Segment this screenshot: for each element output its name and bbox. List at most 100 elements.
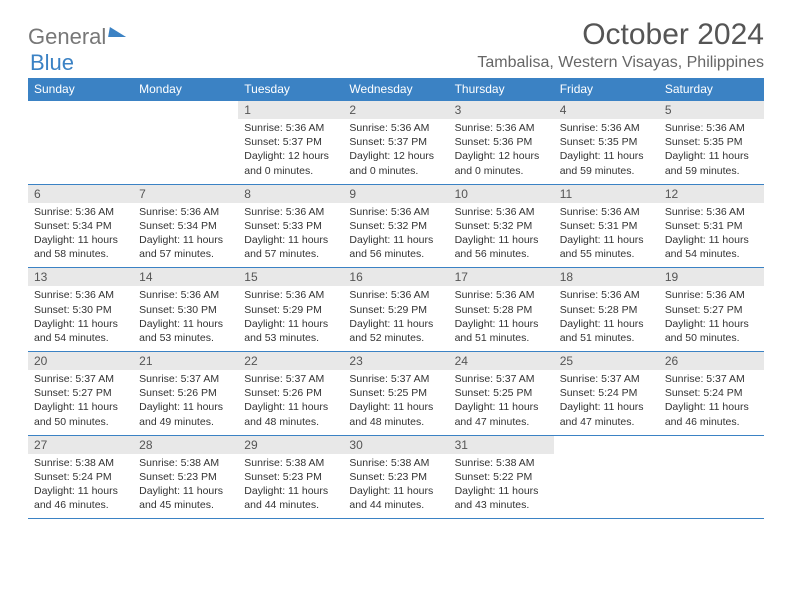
day-number: 11 [554,185,659,203]
page-header: General October 2024 Tambalisa, Western … [28,18,764,72]
calendar-day-cell: 19Sunrise: 5:36 AMSunset: 5:27 PMDayligh… [659,268,764,351]
sunrise-text: Sunrise: 5:36 AM [560,205,653,219]
sunrise-text: Sunrise: 5:36 AM [349,121,442,135]
sunset-text: Sunset: 5:23 PM [349,470,442,484]
daylight-text: Daylight: 11 hours and 59 minutes. [560,149,653,177]
daylight-text: Daylight: 11 hours and 53 minutes. [244,317,337,345]
calendar-day-cell: 14Sunrise: 5:36 AMSunset: 5:30 PMDayligh… [133,268,238,351]
sunset-text: Sunset: 5:29 PM [244,303,337,317]
sunset-text: Sunset: 5:36 PM [455,135,548,149]
day-number: 25 [554,352,659,370]
day-number: 6 [28,185,133,203]
sunrise-text: Sunrise: 5:38 AM [34,456,127,470]
calendar-day-cell: 24Sunrise: 5:37 AMSunset: 5:25 PMDayligh… [449,352,554,435]
brand-triangle-icon [108,27,128,37]
daylight-text: Daylight: 11 hours and 54 minutes. [665,233,758,261]
day-details: Sunrise: 5:36 AMSunset: 5:32 PMDaylight:… [343,205,448,262]
calendar-day-cell: 25 Sunrise: 5:37 AMSunset: 5:24 PMDayligh… [554,352,659,435]
month-title: October 2024 [477,18,764,52]
daylight-text: Daylight: 11 hours and 55 minutes. [560,233,653,261]
calendar-week-row: 1Sunrise: 5:36 AMSunset: 5:37 PMDaylight… [28,100,764,185]
calendar-week-row: 20Sunrise: 5:37 AMSunset: 5:27 PMDayligh… [28,352,764,436]
sunset-text: Sunset: 5:27 PM [665,303,758,317]
calendar-day-cell: 6Sunrise: 5:36 AMSunset: 5:34 PMDaylight… [28,185,133,268]
day-details: Sunrise: 5:37 AMSunset: 5:26 PMDaylight:… [133,372,238,429]
brand-part2: Blue [30,50,74,75]
sunset-text: Sunset: 5:33 PM [244,219,337,233]
sunset-text: Sunset: 5:35 PM [560,135,653,149]
day-details: Sunrise: 5:36 AMSunset: 5:33 PMDaylight:… [238,205,343,262]
calendar-day-cell: 27 Sunrise: 5:38 AMSunset: 5:24 PMDayligh… [28,436,133,519]
calendar-day-cell: 16Sunrise: 5:36 AMSunset: 5:29 PMDayligh… [343,268,448,351]
day-details: Sunrise: 5:36 AMSunset: 5:37 PMDaylight:… [343,121,448,178]
day-number: 8 [238,185,343,203]
daylight-text: Daylight: 11 hours and 47 minutes. [560,400,653,428]
sunset-text: Sunset: 5:37 PM [349,135,442,149]
calendar-day-cell: 9Sunrise: 5:36 AMSunset: 5:32 PMDaylight… [343,185,448,268]
sunset-text: Sunset: 5:31 PM [665,219,758,233]
day-details: Sunrise: 5:36 AMSunset: 5:34 PMDaylight:… [133,205,238,262]
calendar-day-cell: 5Sunrise: 5:36 AMSunset: 5:35 PMDaylight… [659,101,764,184]
day-number: 20 [28,352,133,370]
daylight-text: Daylight: 11 hours and 49 minutes. [139,400,232,428]
daylight-text: Daylight: 12 hours and 0 minutes. [455,149,548,177]
calendar-day-cell: 23Sunrise: 5:37 AMSunset: 5:25 PMDayligh… [343,352,448,435]
day-number: 5 [659,101,764,119]
sunset-text: Sunset: 5:22 PM [455,470,548,484]
sunrise-text: Sunrise: 5:36 AM [349,205,442,219]
sunset-text: Sunset: 5:34 PM [139,219,232,233]
sunrise-text: Sunrise: 5:36 AM [139,288,232,302]
daylight-text: Daylight: 11 hours and 44 minutes. [349,484,442,512]
sunrise-text: Sunrise: 5:36 AM [455,121,548,135]
sunset-text: Sunset: 5:23 PM [244,470,337,484]
sunset-text: Sunset: 5:26 PM [244,386,337,400]
calendar-day-cell: 12Sunrise: 5:36 AMSunset: 5:31 PMDayligh… [659,185,764,268]
day-number: 16 [343,268,448,286]
day-details: Sunrise: 5:38 AMSunset: 5:24 PMDaylight:… [28,456,133,513]
sunset-text: Sunset: 5:24 PM [34,470,127,484]
daylight-text: Daylight: 12 hours and 0 minutes. [349,149,442,177]
day-details: Sunrise: 5:38 AMSunset: 5:23 PMDaylight:… [343,456,448,513]
sunset-text: Sunset: 5:28 PM [560,303,653,317]
calendar-week-row: 27Sunrise: 5:38 AMSunset: 5:24 PMDayligh… [28,436,764,520]
day-details: Sunrise: 5:36 AMSunset: 5:27 PMDaylight:… [659,288,764,345]
daylight-text: Daylight: 11 hours and 54 minutes. [34,317,127,345]
sunrise-text: Sunrise: 5:37 AM [560,372,653,386]
sunrise-text: Sunrise: 5:36 AM [455,288,548,302]
sunrise-text: Sunrise: 5:36 AM [244,205,337,219]
sunset-text: Sunset: 5:32 PM [349,219,442,233]
brand-logo: General [28,18,129,50]
day-details: Sunrise: 5:36 AMSunset: 5:32 PMDaylight:… [449,205,554,262]
weekday-header: Wednesday [343,78,448,100]
day-number: 28 [133,436,238,454]
sunrise-text: Sunrise: 5:38 AM [349,456,442,470]
sunset-text: Sunset: 5:37 PM [244,135,337,149]
calendar-day-cell: 8 Sunrise: 5:36 AMSunset: 5:33 PMDaylight… [238,185,343,268]
daylight-text: Daylight: 11 hours and 57 minutes. [244,233,337,261]
sunset-text: Sunset: 5:27 PM [34,386,127,400]
calendar-day-cell [659,436,764,519]
day-number: 2 [343,101,448,119]
sunrise-text: Sunrise: 5:36 AM [560,288,653,302]
day-details: Sunrise: 5:38 AMSunset: 5:23 PMDaylight:… [133,456,238,513]
sunset-text: Sunset: 5:34 PM [34,219,127,233]
weekday-header: Sunday [28,78,133,100]
day-details: Sunrise: 5:36 AMSunset: 5:31 PMDaylight:… [659,205,764,262]
sunrise-text: Sunrise: 5:38 AM [244,456,337,470]
day-number: 21 [133,352,238,370]
sunset-text: Sunset: 5:25 PM [349,386,442,400]
day-details: Sunrise: 5:37 AMSunset: 5:25 PMDaylight:… [343,372,448,429]
daylight-text: Daylight: 11 hours and 56 minutes. [349,233,442,261]
day-details: Sunrise: 5:37 AMSunset: 5:27 PMDaylight:… [28,372,133,429]
daylight-text: Daylight: 11 hours and 56 minutes. [455,233,548,261]
daylight-text: Daylight: 11 hours and 51 minutes. [455,317,548,345]
day-number: 1 [238,101,343,119]
sunrise-text: Sunrise: 5:37 AM [139,372,232,386]
sunrise-text: Sunrise: 5:38 AM [455,456,548,470]
day-details: Sunrise: 5:37 AMSunset: 5:24 PMDaylight:… [554,372,659,429]
day-number: 27 [28,436,133,454]
sunrise-text: Sunrise: 5:36 AM [665,205,758,219]
day-number: 18 [554,268,659,286]
calendar-weeks: 1Sunrise: 5:36 AMSunset: 5:37 PMDaylight… [28,100,764,519]
sunset-text: Sunset: 5:30 PM [139,303,232,317]
